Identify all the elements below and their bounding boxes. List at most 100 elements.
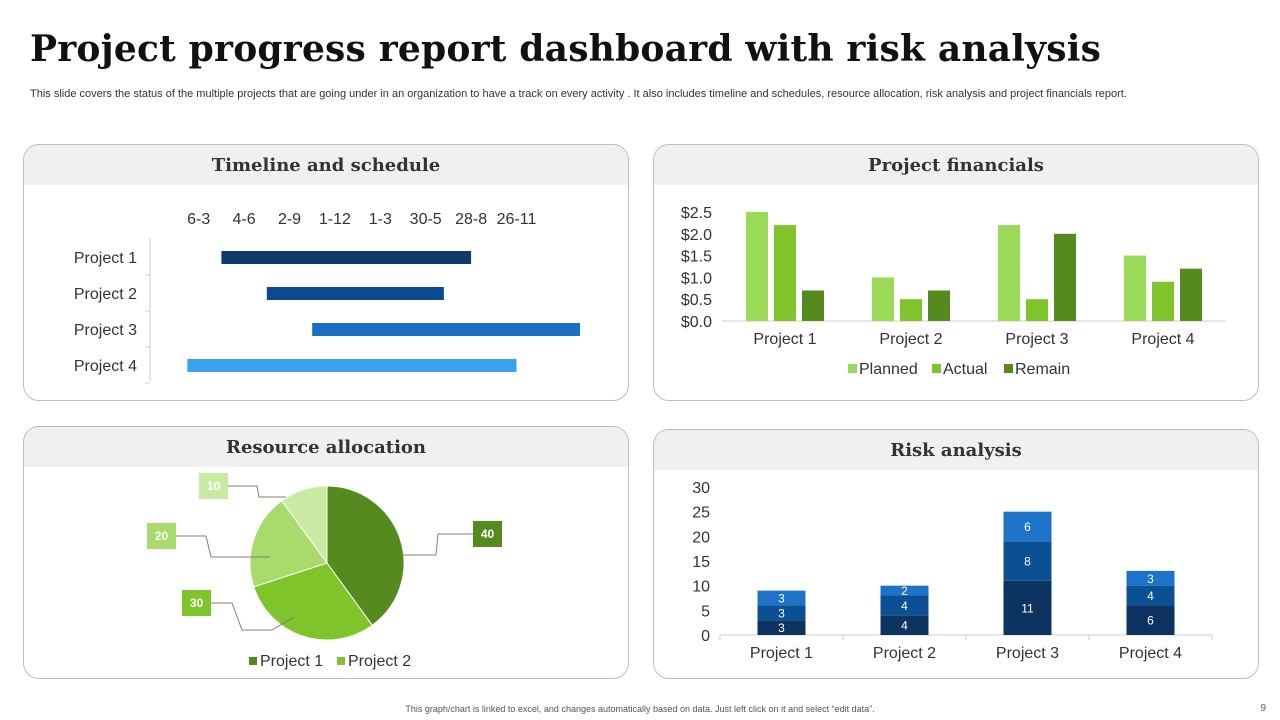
financials-ytick-label: $0.5	[681, 292, 712, 309]
risk-bar-segment	[757, 605, 806, 621]
financials-panel-title: Project financials	[654, 145, 1258, 185]
timeline-task-label: Project 3	[74, 322, 137, 339]
pie-callout-line	[402, 533, 473, 556]
financials-bar-remain	[802, 290, 824, 321]
pie-callout-line	[176, 535, 270, 558]
risk-ytick-label: 10	[692, 579, 710, 596]
pie-callout-box	[199, 473, 228, 499]
pie-callout-label: 10	[207, 479, 221, 493]
financials-legend-label: Actual	[943, 361, 987, 378]
financials-category-label: Project 4	[1131, 331, 1194, 348]
risk-data-label: 3	[778, 592, 785, 606]
timeline-date-label: 1-12	[319, 211, 351, 228]
financials-bar-planned	[746, 212, 768, 321]
financials-legend-swatch	[1004, 364, 1013, 373]
risk-data-label: 3	[1147, 572, 1154, 586]
financials-bar-actual	[1026, 299, 1048, 321]
risk-data-label: 3	[778, 606, 785, 620]
financials-ytick-label: $2.5	[681, 205, 712, 222]
page-subtitle: This slide covers the status of the mult…	[30, 88, 1127, 100]
pie-callout-line	[228, 485, 286, 498]
financials-ytick-label: $1.0	[681, 270, 712, 287]
resources-panel: Resource allocation 40 30 20 10 Project 1 Pro…	[23, 426, 629, 679]
financials-bar-remain	[1054, 233, 1076, 321]
timeline-date-label: 26-11	[497, 211, 537, 228]
pie-callout-box	[182, 590, 211, 616]
risk-ytick-label: 0	[701, 628, 710, 645]
timeline-task-label: Project 4	[74, 358, 137, 375]
timeline-task-label: Project 1	[74, 250, 137, 267]
pie-callout-label: 30	[190, 596, 204, 610]
financials-category-label: Project 3	[1005, 331, 1068, 348]
risk-bar-segment	[1003, 511, 1052, 542]
financials-bar-actual	[900, 299, 922, 321]
risk-bar-segment	[880, 615, 929, 635]
resources-chart[interactable]: 40 30 20 10 Project 1 Project 2	[24, 427, 628, 678]
timeline-panel: Timeline and schedule 6-3 4-6 2-9 1-12 1-3 30…	[23, 144, 629, 401]
risk-bar-segment	[1126, 585, 1175, 606]
pie-slice-10	[281, 485, 328, 565]
financials-bar-actual	[774, 225, 796, 321]
risk-data-label: 4	[901, 619, 908, 633]
pie-legend-swatch	[337, 657, 345, 665]
risk-category-label: Project 2	[873, 645, 936, 662]
timeline-date-label: 2-9	[278, 211, 301, 228]
page-title: Project progress report dashboard with r…	[30, 28, 1102, 70]
resources-panel-title: Resource allocation	[24, 427, 628, 467]
financials-bar-planned	[998, 225, 1020, 321]
pie-slice-30	[253, 562, 373, 641]
financials-category-label: Project 2	[879, 331, 942, 348]
pie-callout-label: 20	[155, 529, 169, 543]
risk-category-label: Project 4	[1119, 645, 1182, 662]
financials-panel: Project financials $2.5 $2.0 $1.5 $1.0 $0.5 $…	[653, 144, 1259, 401]
pie-callout-box	[147, 523, 176, 549]
risk-ytick-label: 15	[692, 554, 710, 571]
risk-category-label: Project 1	[750, 645, 813, 662]
timeline-date-label: 6-3	[187, 211, 210, 228]
timeline-date-label: 28-8	[455, 211, 487, 228]
risk-data-label: 4	[901, 599, 908, 613]
risk-data-label: 6	[1024, 520, 1031, 534]
risk-bar-segment	[757, 620, 806, 635]
pie-callout-box	[473, 521, 502, 547]
financials-ytick-label: $2.0	[681, 227, 712, 244]
footer-note: This graph/chart is linked to excel, and…	[405, 704, 875, 714]
risk-data-label: 11	[1021, 601, 1034, 615]
timeline-bar-4	[187, 359, 517, 372]
risk-bar-segment	[1126, 570, 1175, 586]
risk-panel-title: Risk analysis	[654, 430, 1258, 470]
financials-bar-planned	[1124, 255, 1146, 321]
risk-category-label: Project 3	[996, 645, 1059, 662]
financials-bar-remain	[1180, 268, 1202, 321]
financials-legend-swatch	[932, 364, 941, 373]
risk-ytick-label: 20	[692, 529, 710, 546]
risk-bar-segment	[757, 590, 806, 606]
timeline-task-label: Project 2	[74, 286, 137, 303]
risk-ytick-label: 25	[692, 505, 710, 522]
timeline-bar-3	[312, 323, 581, 336]
financials-bar-planned	[872, 277, 894, 321]
risk-bar-segment	[880, 585, 929, 596]
risk-bar-segment	[1126, 605, 1175, 635]
risk-bar-segment	[1003, 580, 1052, 635]
financials-legend-swatch	[848, 364, 857, 373]
timeline-bar-2	[266, 287, 444, 300]
risk-panel: Risk analysis 30 25 20 15 10 5 0 Project 1 3 3 3 Pr…	[653, 429, 1259, 679]
timeline-date-label: 4-6	[233, 211, 256, 228]
timeline-bar-1	[221, 251, 472, 264]
pie-legend-label: Project 1	[260, 653, 323, 670]
risk-data-label: 4	[1147, 589, 1154, 603]
pie-callout-line	[211, 602, 295, 631]
risk-data-label: 6	[1147, 614, 1154, 628]
timeline-panel-title: Timeline and schedule	[24, 145, 628, 185]
page-number: 9	[1260, 703, 1266, 714]
risk-data-label: 3	[778, 621, 785, 635]
financials-category-label: Project 1	[753, 331, 816, 348]
financials-legend-label: Planned	[859, 361, 918, 378]
risk-data-label: 8	[1024, 555, 1031, 569]
timeline-chart[interactable]: 6-3 4-6 2-9 1-12 1-3 30-5 28-8 26-11 Project 1 Pr…	[24, 145, 628, 400]
financials-ytick-label: $1.5	[681, 249, 712, 266]
timeline-date-label: 1-3	[369, 211, 392, 228]
